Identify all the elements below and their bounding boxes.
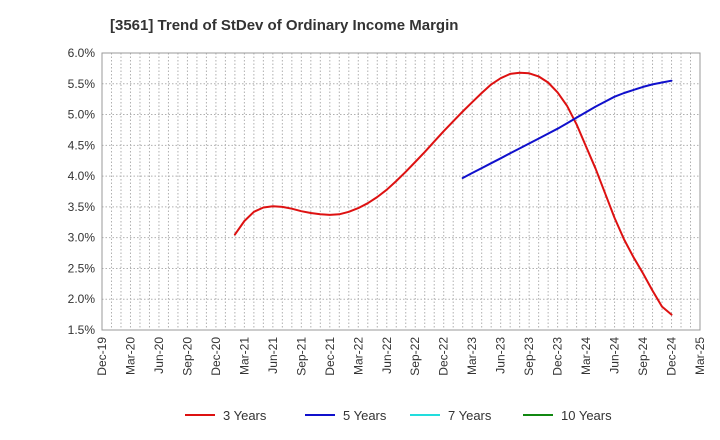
y-axis-ticks: 1.5% 2.0% 2.5% 3.0% 3.5% 4.0% 4.5% 5.0% 5.5% 6.0% [68,46,96,337]
y-tick-label: 6.0% [68,46,96,60]
x-tick-label: Dec-19 [95,337,109,376]
x-tick-label: Sep-22 [408,337,422,376]
series-line-5-years [461,79,673,179]
x-tick-label: Jun-21 [266,337,280,374]
y-tick-label: 5.0% [68,108,96,122]
y-tick-label: 2.5% [68,261,96,275]
grid [102,53,700,330]
x-tick-label: Dec-23 [551,337,565,376]
y-tick-label: 1.5% [68,323,96,337]
x-tick-label: Dec-24 [665,337,679,376]
x-tick-label: Sep-23 [522,337,536,376]
x-tick-label: Sep-20 [180,337,194,376]
legend-label-5-years: 5 Years [343,408,387,423]
legend-label-3-years: 3 Years [223,408,267,423]
legend-label-10-years: 10 Years [561,408,612,423]
x-tick-label: Dec-21 [323,337,337,376]
x-tick-label: Dec-22 [437,337,451,376]
series [233,71,673,316]
x-tick-label: Mar-21 [237,337,251,375]
x-tick-label: Sep-24 [636,337,650,376]
y-tick-label: 5.5% [68,77,96,91]
x-tick-label: Mar-25 [693,337,707,375]
x-tick-label: Mar-24 [579,337,593,375]
chart-title: [3561] Trend of StDev of Ordinary Income… [110,17,458,34]
x-tick-label: Mar-20 [123,337,137,375]
y-tick-label: 4.0% [68,169,96,183]
x-tick-label: Sep-21 [294,337,308,376]
legend: 3 Years 5 Years 7 Years 10 Years [185,408,612,423]
x-tick-label: Dec-20 [209,337,223,376]
y-tick-label: 3.5% [68,200,96,214]
x-tick-label: Jun-23 [494,337,508,374]
x-tick-label: Jun-24 [608,337,622,374]
plot-frame [101,52,701,331]
y-tick-label: 2.0% [68,292,96,306]
x-tick-label: Jun-20 [152,337,166,374]
x-tick-label: Mar-22 [351,337,365,375]
x-axis-ticks: Dec-19 Mar-20 Jun-20 Sep-20 Dec-20 Mar-21 Jun-… [95,337,707,376]
x-tick-label: Jun-22 [380,337,394,374]
y-tick-label: 3.0% [68,231,96,245]
series-line-3-years [233,71,673,316]
x-tick-label: Mar-23 [465,337,479,375]
legend-label-7-years: 7 Years [448,408,492,423]
y-tick-label: 4.5% [68,138,96,152]
